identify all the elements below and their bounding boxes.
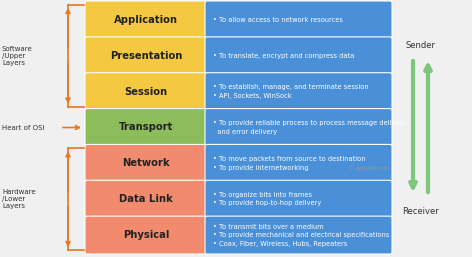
FancyBboxPatch shape (85, 37, 207, 75)
FancyBboxPatch shape (85, 180, 207, 218)
FancyBboxPatch shape (205, 144, 392, 182)
Text: • To translate, encrypt and compress data: • To translate, encrypt and compress dat… (213, 53, 354, 59)
FancyBboxPatch shape (85, 73, 207, 111)
Text: Session: Session (125, 87, 168, 97)
Text: • To organize bits into frames
• To provide hop-to-hop delivery: • To organize bits into frames • To prov… (213, 192, 321, 206)
FancyBboxPatch shape (205, 180, 392, 218)
FancyBboxPatch shape (85, 1, 207, 39)
Text: Data Link: Data Link (119, 194, 173, 204)
Text: Network: Network (122, 158, 170, 168)
Text: Application: Application (114, 15, 178, 25)
Text: • To establish, manage, and terminate session
• API, Sockets, WinSock: • To establish, manage, and terminate se… (213, 84, 369, 99)
Text: Presentation: Presentation (110, 51, 182, 61)
Text: • To move packets from source to destination
• To provide internetworking: • To move packets from source to destina… (213, 156, 365, 171)
FancyBboxPatch shape (85, 216, 207, 254)
FancyBboxPatch shape (85, 108, 207, 146)
FancyBboxPatch shape (205, 73, 392, 111)
FancyBboxPatch shape (85, 144, 207, 182)
FancyBboxPatch shape (205, 1, 392, 39)
Text: • To allow access to network resources: • To allow access to network resources (213, 17, 343, 23)
Text: • To provide reliable process to process message delivery
  and error delivery: • To provide reliable process to process… (213, 120, 406, 135)
Text: Transport: Transport (119, 123, 173, 133)
Text: Software
/Upper
Layers: Software /Upper Layers (2, 46, 33, 66)
FancyBboxPatch shape (205, 37, 392, 75)
Text: Physical: Physical (123, 230, 169, 240)
Text: Sender: Sender (405, 41, 436, 50)
Text: • To transmit bits over a medium
• To provide mechanical and electrical specific: • To transmit bits over a medium • To pr… (213, 224, 389, 246)
Text: Heart of OSI: Heart of OSI (2, 124, 44, 131)
Text: Hardware
/Lower
Layers: Hardware /Lower Layers (2, 189, 35, 209)
Text: Receiver: Receiver (402, 207, 439, 216)
FancyBboxPatch shape (205, 216, 392, 254)
FancyBboxPatch shape (205, 108, 392, 146)
Text: © guru99.com: © guru99.com (349, 166, 390, 171)
